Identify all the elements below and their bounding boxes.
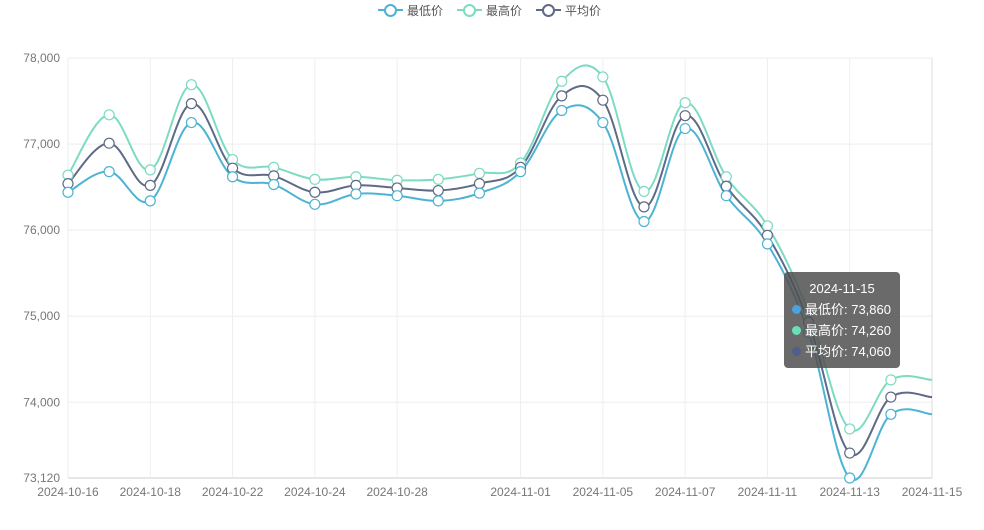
tooltip-row-high: 最高价: 74,260 (792, 320, 892, 341)
series-point-2 (885, 391, 897, 403)
tooltip-dot-low (792, 305, 801, 314)
tooltip-row-avg: 平均价: 74,060 (792, 341, 892, 362)
x-tick-label: 2024-11-13 (819, 485, 880, 499)
tooltip-title: 2024-11-15 (809, 281, 875, 296)
series-point-1 (679, 97, 691, 109)
x-tick-label: 2024-10-24 (284, 485, 346, 499)
series-point-1 (638, 185, 650, 198)
series-point-1 (432, 173, 444, 185)
series-point-2 (556, 90, 568, 102)
tooltip-dot-high (792, 326, 801, 335)
series-point-0 (885, 408, 897, 420)
series-point-0 (103, 166, 115, 178)
series-point-2 (638, 201, 650, 213)
x-tick-label: 2024-10-16 (37, 485, 99, 499)
series-point-0 (638, 215, 650, 228)
series-point-1 (761, 220, 774, 232)
series-point-0 (62, 186, 74, 198)
legend-swatch-high (457, 3, 483, 17)
x-tick-label: 2024-10-28 (366, 485, 428, 499)
series-point-0 (432, 195, 444, 207)
y-tick-label: 77,000 (23, 137, 60, 151)
series-point-2 (679, 110, 691, 122)
series-point-2 (473, 178, 486, 190)
legend-label-high: 最高价 (486, 3, 523, 18)
series-point-2 (432, 184, 444, 197)
series-point-1 (309, 173, 321, 185)
series-point-0 (720, 190, 732, 202)
series-point-0 (185, 116, 198, 129)
tooltip-value-high: 最高价: 74,260 (805, 323, 891, 338)
legend-item-low[interactable]: 最低价 (378, 2, 443, 19)
series-point-0 (597, 116, 609, 129)
y-tick-label: 74,000 (23, 395, 60, 409)
series-point-0 (556, 104, 568, 117)
series-point-0 (391, 190, 403, 202)
legend-swatch-avg (536, 3, 562, 17)
series-point-0 (309, 198, 321, 210)
series-point-1 (144, 164, 156, 176)
legend-item-high[interactable]: 最高价 (457, 2, 522, 19)
series-point-0 (761, 238, 774, 250)
x-tick-label: 2024-11-01 (490, 485, 551, 499)
legend-item-avg[interactable]: 平均价 (536, 2, 601, 19)
tooltip-value-avg: 平均价: 74,060 (805, 344, 891, 359)
series-point-1 (597, 71, 609, 83)
chart-tooltip: 2024-11-15 最低价: 73,860 最高价: 74,260 平均价: … (784, 272, 900, 368)
series-point-1 (844, 423, 856, 435)
x-tick-label: 2024-11-11 (738, 485, 798, 499)
series-point-2 (309, 186, 321, 198)
tooltip-value-low: 最低价: 73,860 (805, 302, 891, 317)
series-point-0 (514, 166, 527, 178)
series-point-1 (720, 171, 732, 183)
y-tick-label: 75,000 (23, 309, 60, 323)
series-point-0 (679, 122, 691, 135)
x-tick-label: 2024-10-22 (202, 485, 264, 499)
series-point-1 (556, 75, 568, 87)
y-tick-label: 73,120 (23, 471, 60, 485)
x-tick-label: 2024-10-18 (120, 485, 182, 499)
series-point-0 (226, 171, 239, 183)
series-line-2 (67, 85, 933, 457)
series-point-2 (597, 94, 609, 106)
series-point-0 (844, 472, 856, 484)
series-point-2 (844, 447, 856, 459)
tooltip-dot-avg (792, 347, 801, 356)
series-point-2 (144, 179, 156, 191)
series-point-0 (350, 188, 362, 200)
legend-label-low: 最低价 (407, 3, 444, 18)
series-point-0 (473, 187, 486, 199)
x-tick-label: 2024-11-15 (902, 485, 963, 499)
tooltip-row-low: 最低价: 73,860 (792, 299, 892, 320)
series-line-1 (67, 64, 933, 432)
series-point-2 (103, 137, 115, 149)
legend-label-avg: 平均价 (565, 3, 602, 18)
series-point-2 (720, 180, 732, 192)
series-point-1 (473, 167, 486, 179)
series-point-1 (885, 374, 897, 386)
chart-legend: 最低价 最高价 平均价 (378, 0, 601, 20)
x-tick-label: 2024-11-05 (573, 485, 634, 499)
legend-swatch-low (378, 3, 403, 17)
series-point-0 (268, 178, 280, 191)
series-point-2 (185, 98, 198, 110)
series-point-1 (185, 79, 198, 91)
series-point-0 (144, 195, 156, 207)
series-point-1 (103, 109, 115, 121)
x-tick-label: 2024-11-07 (655, 485, 716, 499)
y-tick-label: 76,000 (23, 223, 60, 237)
y-tick-label: 78,000 (23, 51, 60, 65)
